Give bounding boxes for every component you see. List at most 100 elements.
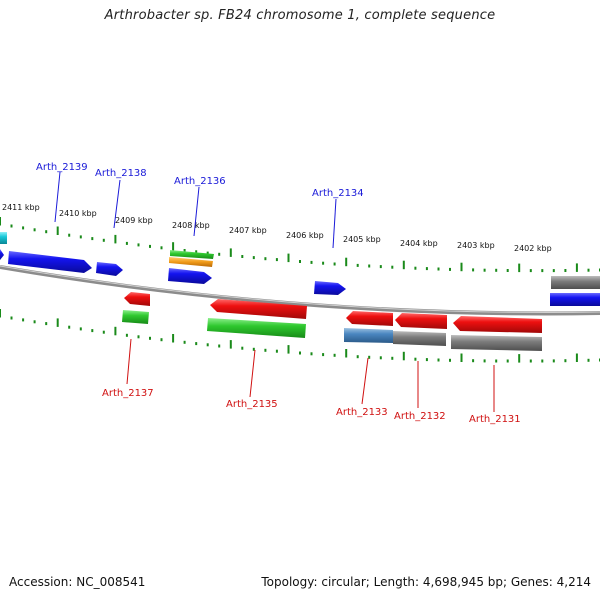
gene-arth-2132-partner[interactable] [395, 313, 447, 329]
scale-label: 2410 kbp [59, 209, 97, 218]
minor-tick [391, 265, 394, 269]
gene-label-arth-2139[interactable]: Arth_2139 [36, 162, 88, 173]
minor-tick [368, 355, 371, 359]
gene-arth-2138[interactable] [96, 262, 123, 276]
gene-arth-2137[interactable] [122, 310, 149, 324]
scale-label: 2409 kbp [115, 216, 153, 225]
minor-tick [425, 358, 428, 362]
minor-tick [299, 260, 301, 263]
minor-tick [10, 224, 13, 228]
minor-tick [102, 330, 105, 334]
minor-tick [241, 255, 244, 258]
gene-feature[interactable] [0, 249, 4, 260]
gene-arth-2135-partner[interactable] [210, 299, 307, 319]
major-tick [172, 334, 175, 343]
minor-tick [564, 359, 567, 363]
minor-tick [33, 228, 36, 232]
minor-tick [91, 237, 94, 241]
minor-tick [414, 266, 417, 270]
major-tick [0, 217, 1, 226]
gene-labels: Arth_2139 Arth_2138 Arth_2136 Arth_2134 … [36, 162, 521, 425]
gene-arth-2137-partner[interactable] [124, 292, 150, 306]
minor-tick [356, 355, 359, 359]
minor-tick [218, 252, 221, 256]
major-tick [518, 354, 521, 363]
major-tick [0, 309, 1, 318]
minor-tick [322, 353, 325, 357]
minor-tick [541, 269, 544, 273]
minor-tick [22, 318, 25, 322]
minor-tick [149, 244, 151, 248]
minor-tick [437, 267, 440, 271]
gene-arth-2133-partner[interactable] [346, 311, 393, 326]
scale-label: 2406 kbp [286, 231, 324, 240]
minor-tick [195, 250, 198, 254]
minor-tick [183, 249, 186, 252]
minor-tick [275, 258, 278, 262]
gene-label-arth-2131[interactable]: Arth_2131 [469, 414, 521, 425]
minor-tick [552, 359, 555, 363]
gene-feature-cyan[interactable] [0, 232, 7, 244]
minor-tick [322, 261, 325, 265]
gene-arth-2134[interactable] [314, 281, 346, 295]
gene-arth-2135[interactable] [207, 318, 306, 338]
major-tick [460, 353, 463, 362]
inner-tick-ring [0, 309, 600, 363]
gene-arth-2131[interactable] [451, 335, 542, 351]
gene-feature-orange[interactable] [169, 257, 213, 267]
minor-tick [195, 342, 198, 346]
major-tick [460, 262, 463, 272]
gene-arth-2133[interactable] [344, 328, 393, 343]
gene-label-arth-2137[interactable]: Arth_2137 [102, 388, 154, 399]
minor-tick [529, 269, 532, 273]
gene-arth-2139[interactable] [8, 251, 92, 273]
minor-tick [218, 344, 221, 348]
minor-tick [506, 269, 509, 272]
minor-tick [495, 359, 498, 363]
gene-feature[interactable] [550, 293, 600, 306]
major-tick [229, 248, 232, 257]
map-title: Arthrobacter sp. FB24 chromosome 1, comp… [104, 8, 496, 23]
bottom-strand-features [122, 292, 542, 351]
minor-tick [264, 257, 267, 261]
label-leaders [54, 171, 495, 412]
minor-tick [206, 343, 209, 347]
minor-tick [379, 265, 382, 269]
minor-tick [45, 230, 48, 234]
major-tick [229, 340, 232, 349]
gene-label-arth-2136[interactable]: Arth_2136 [174, 176, 226, 187]
minor-tick [45, 322, 48, 326]
minor-tick [137, 335, 140, 339]
minor-tick [299, 351, 301, 355]
minor-tick [160, 246, 163, 250]
minor-tick [472, 359, 475, 363]
minor-tick [587, 358, 590, 362]
gene-label-arth-2133[interactable]: Arth_2133 [336, 407, 388, 418]
gene-label-arth-2134[interactable]: Arth_2134 [312, 188, 364, 199]
minor-tick [587, 268, 590, 272]
scale-label: 2403 kbp [457, 241, 495, 250]
minor-tick [33, 320, 36, 324]
gene-feature-grey[interactable] [551, 276, 600, 289]
gene-arth-2136[interactable] [168, 268, 212, 284]
minor-tick [79, 327, 82, 331]
major-tick [402, 260, 405, 270]
gene-feature-green[interactable] [170, 250, 214, 259]
gene-label-arth-2138[interactable]: Arth_2138 [95, 168, 147, 179]
major-tick [345, 257, 348, 267]
minor-tick [379, 356, 382, 360]
major-tick [575, 353, 578, 362]
gene-arth-2132[interactable] [393, 331, 446, 346]
scale-label: 2404 kbp [400, 239, 438, 248]
gene-arth-2131-partner[interactable] [453, 316, 542, 333]
major-tick [345, 349, 348, 358]
gene-label-arth-2135[interactable]: Arth_2135 [226, 399, 278, 410]
minor-tick [137, 243, 140, 247]
minor-tick [160, 338, 163, 342]
scale-labels: 2411 kbp 2410 kbp 2409 kbp 2408 kbp 2407… [2, 203, 552, 253]
scale-label: 2402 kbp [514, 244, 552, 253]
minor-tick [495, 268, 498, 272]
major-tick [172, 242, 175, 251]
gene-label-arth-2132[interactable]: Arth_2132 [394, 411, 446, 422]
